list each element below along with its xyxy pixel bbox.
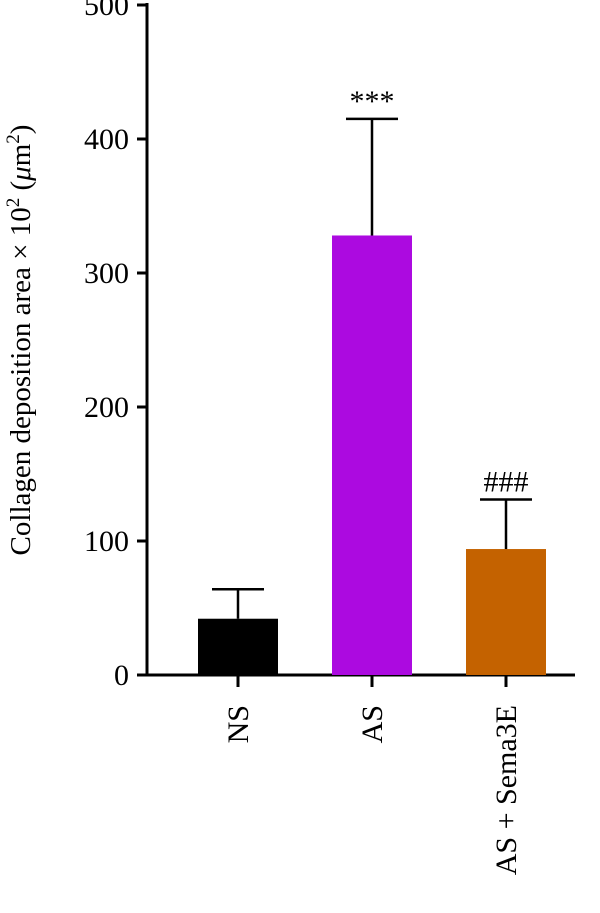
x-category-label: AS + Sema3E bbox=[490, 705, 523, 875]
bar-3 bbox=[466, 549, 546, 675]
y-tick-label: 300 bbox=[84, 257, 129, 290]
y-axis-title: Collagen deposition area × 102 (μm2) bbox=[3, 125, 37, 556]
labels: NS AS *** AS + Sema3E ### bbox=[222, 85, 529, 875]
x-category-label: AS bbox=[356, 705, 389, 743]
y-axis-title-text: Collagen deposition area × 102 (μm2) bbox=[3, 125, 37, 556]
y-axis-title-unit-close: ) bbox=[5, 125, 37, 135]
y-axis-title-prefix: Collagen deposition area × 10 bbox=[5, 207, 37, 555]
significance-label: *** bbox=[350, 85, 395, 118]
x-category-label: NS bbox=[222, 705, 255, 743]
y-axis-title-unit-open: ( bbox=[5, 181, 37, 198]
y-axis-title-unit: m bbox=[5, 143, 37, 166]
bars bbox=[198, 235, 546, 676]
y-tick-label: 0 bbox=[114, 659, 129, 692]
y-tick-label: 400 bbox=[84, 123, 129, 156]
y-tick-label: 200 bbox=[84, 391, 129, 424]
error-bars bbox=[212, 117, 532, 619]
y-axis-title-mu: μ bbox=[5, 166, 37, 182]
y-axis-title-exponent: 2 bbox=[3, 198, 24, 208]
y-tick-label: 100 bbox=[84, 525, 129, 558]
bar-2 bbox=[332, 235, 412, 676]
significance-label: ### bbox=[484, 465, 529, 498]
bar-1 bbox=[198, 618, 278, 675]
y-tick-label: 500 bbox=[84, 0, 129, 22]
y-axis-title-unit-exponent: 2 bbox=[3, 134, 24, 144]
